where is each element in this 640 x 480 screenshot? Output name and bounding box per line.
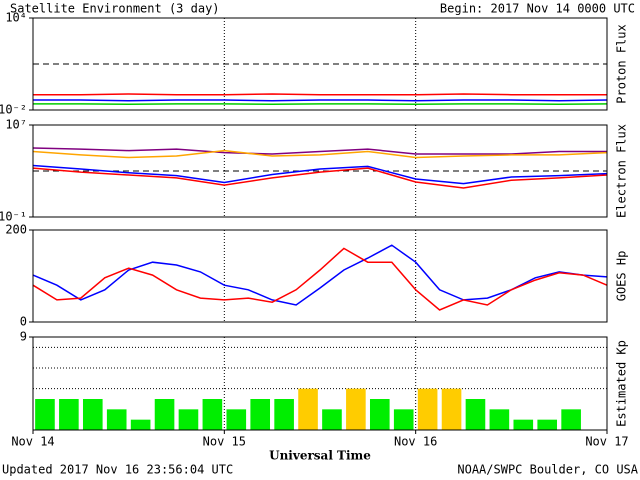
kp-bar [178,409,199,430]
series-line [32,164,608,185]
x-tick-label: Nov 16 [394,435,437,449]
y-tick-label: 10⁻² [0,103,27,117]
kp-bar [417,388,438,430]
kp-bar [35,399,55,430]
x-axis-label: Universal Time [269,449,371,463]
chart-title: Satellite Environment (3 day) [10,2,220,16]
kp-bar [106,409,127,430]
y-axis-label: GOES Hp [615,251,629,302]
y-axis-label: Electron Flux [615,124,629,218]
panel-frame [32,229,608,323]
panel-frame [32,17,608,111]
y-tick-label: 10⁷ [5,118,27,132]
series-line [32,147,607,155]
kp-bar [82,399,103,430]
kp-bar [393,409,414,430]
x-tick-label: Nov 15 [203,435,246,449]
series-line [33,99,608,102]
updated-label: Updated 2017 Nov 16 23:56:04 UTC [2,463,233,477]
kp-bar [202,399,223,430]
y-tick-label: 200 [5,223,27,237]
kp-bar [489,409,510,430]
panel-frame [32,124,608,218]
y-axis-label: Estimated Kp [615,340,629,427]
kp-bar [441,388,462,430]
kp-bar [59,399,79,430]
kp-bar [322,409,342,430]
kp-bar [346,388,366,430]
kp-bar [274,399,294,430]
kp-bar [226,409,247,430]
x-tick-label: Nov 17 [585,435,628,449]
y-tick-label: 0 [20,315,27,329]
kp-bar [154,399,175,430]
credit-label: NOAA/SWPC Boulder, CO USA [457,463,638,477]
y-tick-label: 10⁴ [5,11,27,25]
y-axis-label: Proton Flux [615,24,629,103]
begin-label: Begin: 2017 Nov 14 0000 UTC [440,2,635,16]
series-line [32,149,608,159]
y-tick-label: 10⁻¹ [0,210,27,224]
kp-bar [130,419,151,430]
series-line [32,244,608,306]
kp-bar [537,419,558,430]
x-tick-label: Nov 14 [11,435,54,449]
kp-bar [513,419,534,430]
kp-bar [250,399,271,430]
kp-bar [369,399,390,430]
kp-bar [561,409,581,430]
series-line [33,93,607,96]
kp-bar [298,388,318,430]
series-line [32,167,608,189]
kp-bar [465,399,486,430]
y-tick-label: 9 [20,330,27,344]
panel-frame [32,336,608,431]
series-line [32,247,608,311]
